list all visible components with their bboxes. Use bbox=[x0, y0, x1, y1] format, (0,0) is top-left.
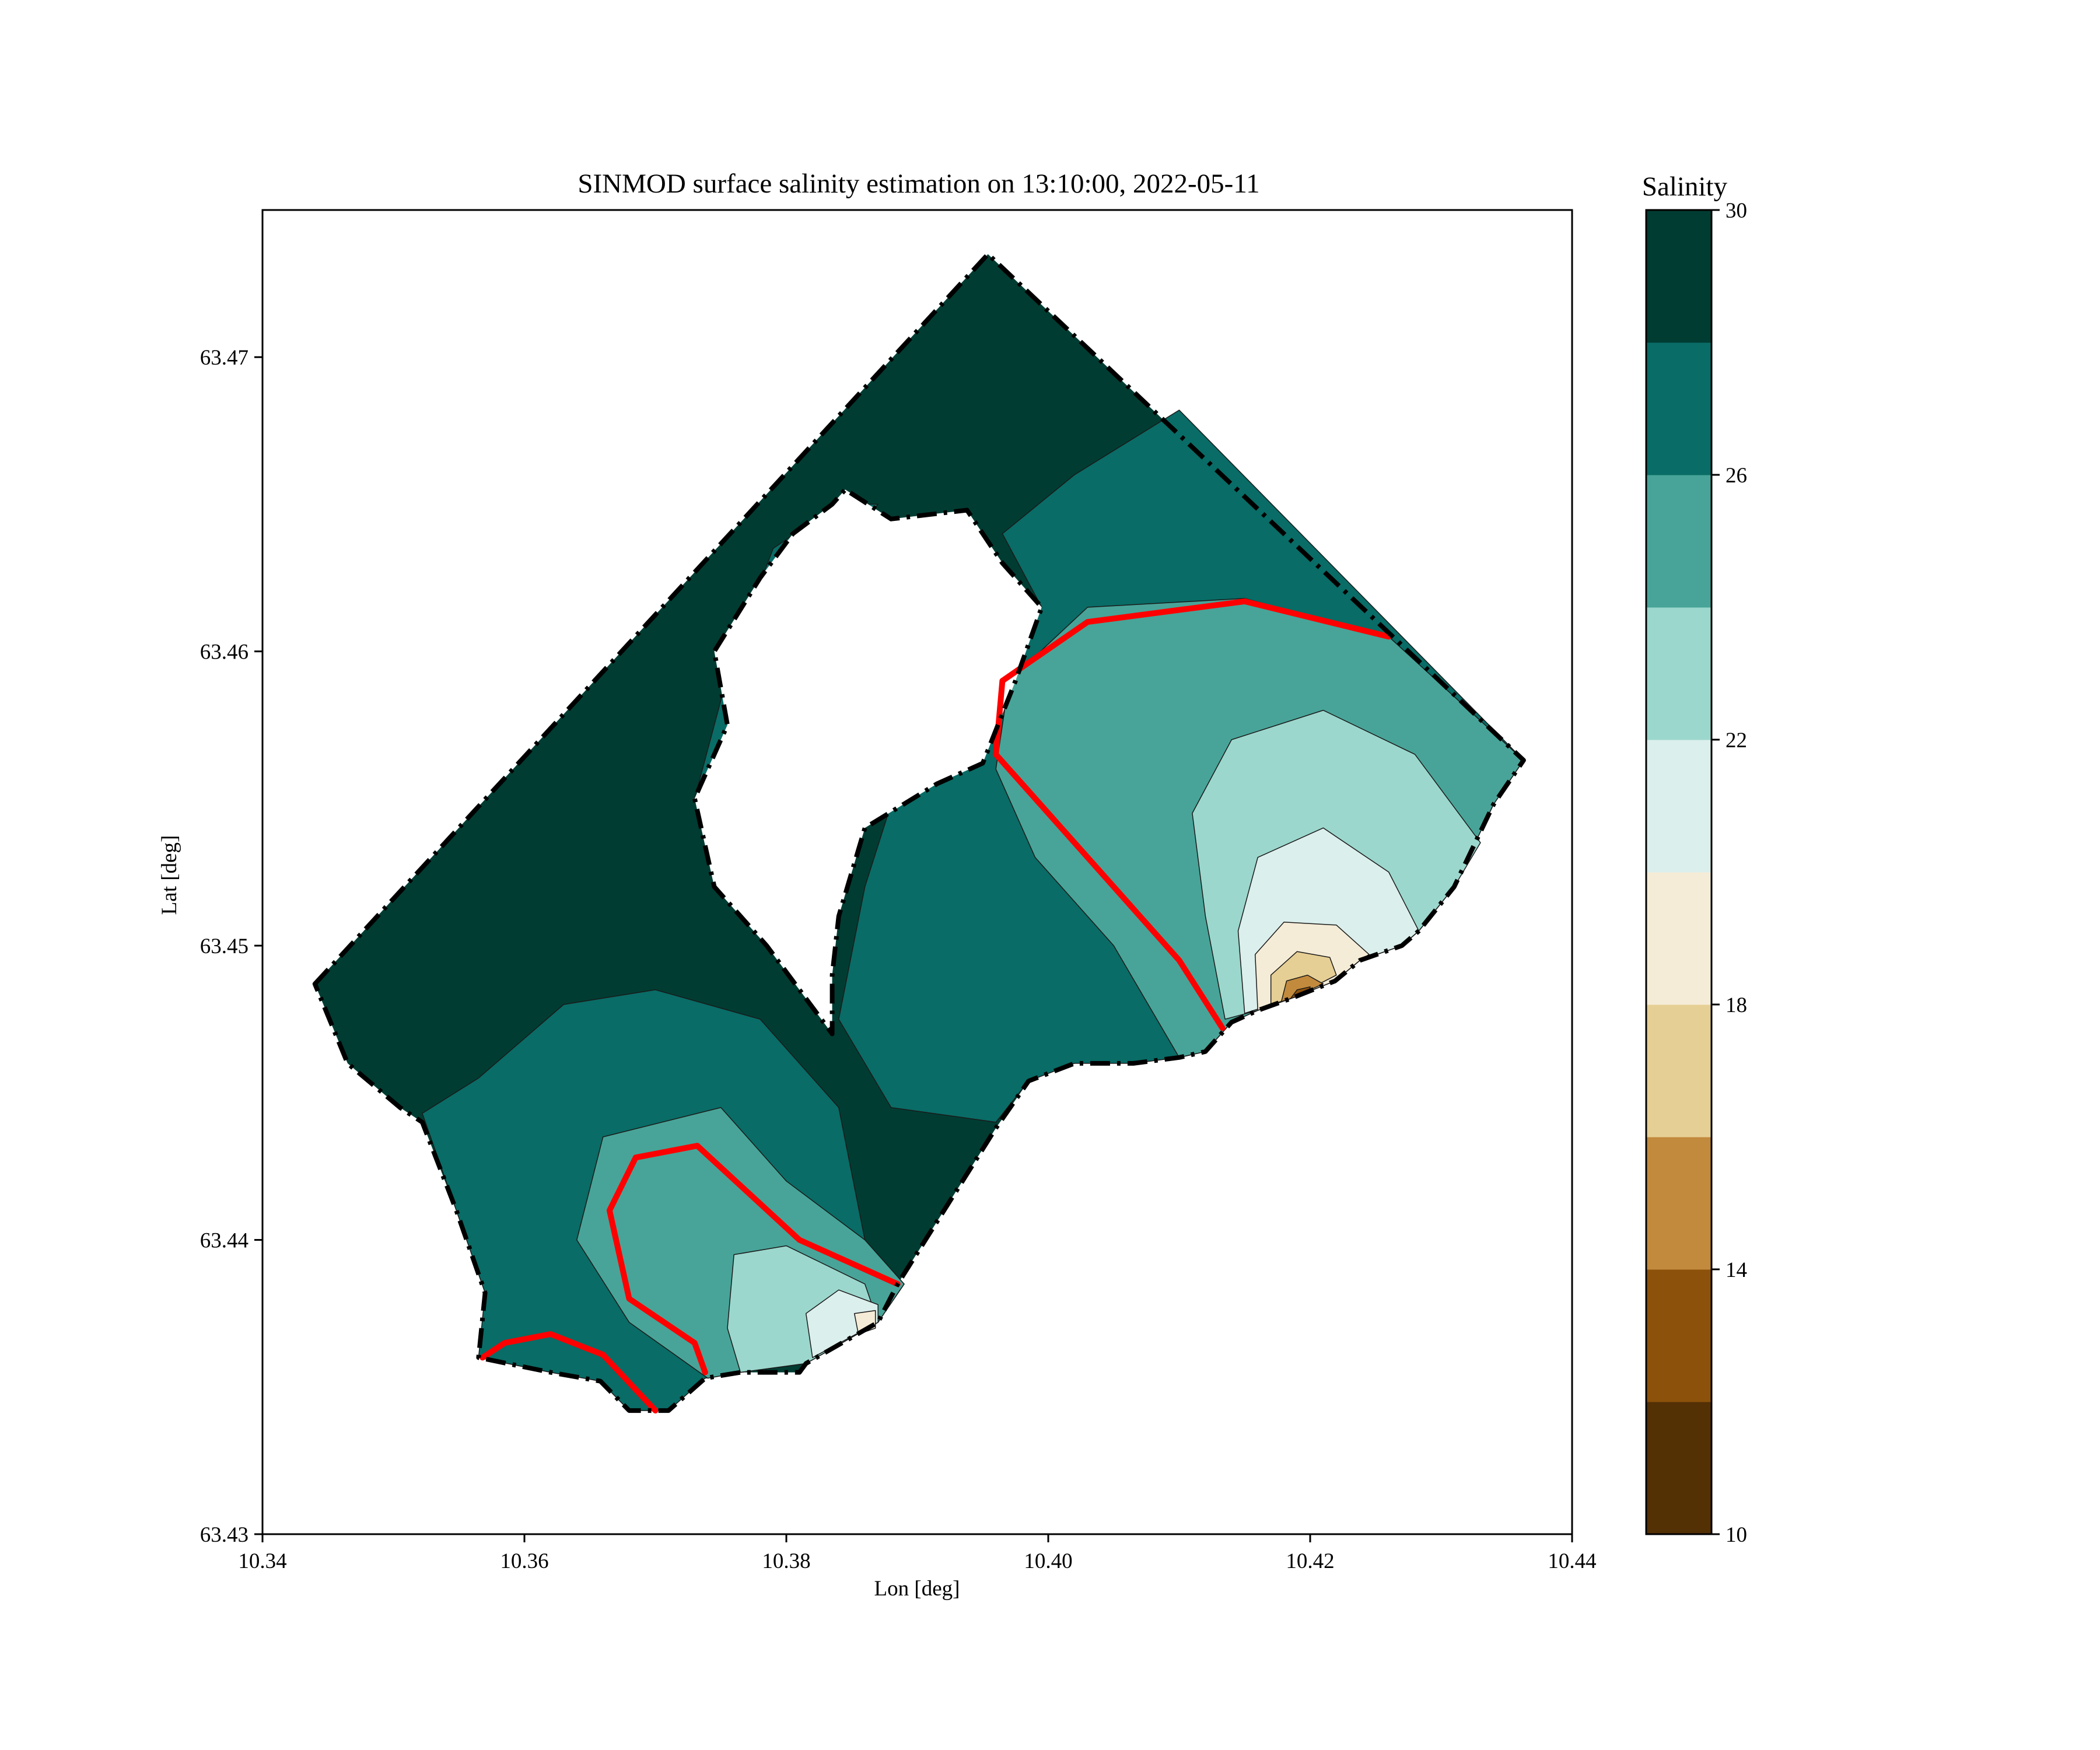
colorbar-bands bbox=[1646, 210, 1712, 1535]
island-hole bbox=[694, 489, 1042, 1034]
y-tick-label: 63.46 bbox=[200, 640, 249, 664]
x-tick-label: 10.40 bbox=[1024, 1549, 1072, 1573]
chart-title: SINMOD surface salinity estimation on 13… bbox=[578, 169, 1259, 199]
y-tick-label: 63.43 bbox=[200, 1523, 249, 1547]
plot-frame bbox=[261, 209, 1573, 1535]
island-fill bbox=[694, 489, 1042, 1034]
colorbar-band-18 bbox=[1646, 872, 1712, 1005]
outer-boundary-line bbox=[312, 251, 1526, 1413]
colorbar-tick-label: 10 bbox=[1726, 1523, 1747, 1547]
domain-boundary bbox=[312, 251, 1526, 1413]
colorbar-frame bbox=[1645, 209, 1713, 1535]
colorbar-band-24 bbox=[1646, 475, 1712, 608]
colorbar-band-22 bbox=[1646, 607, 1712, 740]
colorbar-band-20 bbox=[1646, 740, 1712, 873]
x-tick-label: 10.36 bbox=[500, 1549, 548, 1573]
colorbar-tick-label: 22 bbox=[1726, 729, 1747, 752]
y-tick-label: 63.45 bbox=[200, 935, 249, 958]
y-tick-label: 63.47 bbox=[200, 346, 249, 370]
colorbar-band-14 bbox=[1646, 1137, 1712, 1270]
colorbar-band-16 bbox=[1646, 1005, 1712, 1138]
x-axis: 10.34 10.36 10.38 10.40 10.42 10.44 bbox=[238, 1534, 1597, 1573]
colorbar-band-26 bbox=[1646, 342, 1712, 475]
y-axis-label: Lat [deg] bbox=[158, 835, 181, 915]
island-boundary-line bbox=[692, 487, 1044, 1037]
colorbar-band-10 bbox=[1646, 1402, 1712, 1535]
colorbar-tick-label: 18 bbox=[1726, 993, 1747, 1017]
colorbar-label: Salinity bbox=[1642, 172, 1728, 202]
highlight-contour-line bbox=[606, 1143, 901, 1376]
colorbar-tick-label: 30 bbox=[1726, 199, 1747, 223]
colorbar-tick-label: 26 bbox=[1726, 464, 1747, 488]
x-tick-label: 10.44 bbox=[1548, 1549, 1596, 1573]
colorbar-ticks: 10 14 18 22 26 30 bbox=[1712, 199, 1747, 1547]
salinity-contour-regions bbox=[314, 254, 1524, 1411]
y-tick-label: 63.44 bbox=[200, 1229, 249, 1253]
x-tick-label: 10.34 bbox=[238, 1549, 286, 1573]
highlight-contour-line bbox=[480, 1331, 659, 1414]
colorbar-tick-label: 14 bbox=[1726, 1258, 1747, 1282]
plot-area bbox=[261, 209, 1573, 1535]
x-tick-label: 10.42 bbox=[1286, 1549, 1334, 1573]
x-axis-label: Lon [deg] bbox=[874, 1577, 960, 1601]
colorbar-band-28 bbox=[1646, 210, 1712, 343]
x-tick-label: 10.38 bbox=[762, 1549, 810, 1573]
y-axis: 63.43 63.44 63.45 63.46 63.47 bbox=[200, 346, 262, 1547]
colorbar: Salinity 10 14 18 22 26 30 bbox=[1642, 172, 1747, 1547]
colorbar-band-12 bbox=[1646, 1269, 1712, 1402]
